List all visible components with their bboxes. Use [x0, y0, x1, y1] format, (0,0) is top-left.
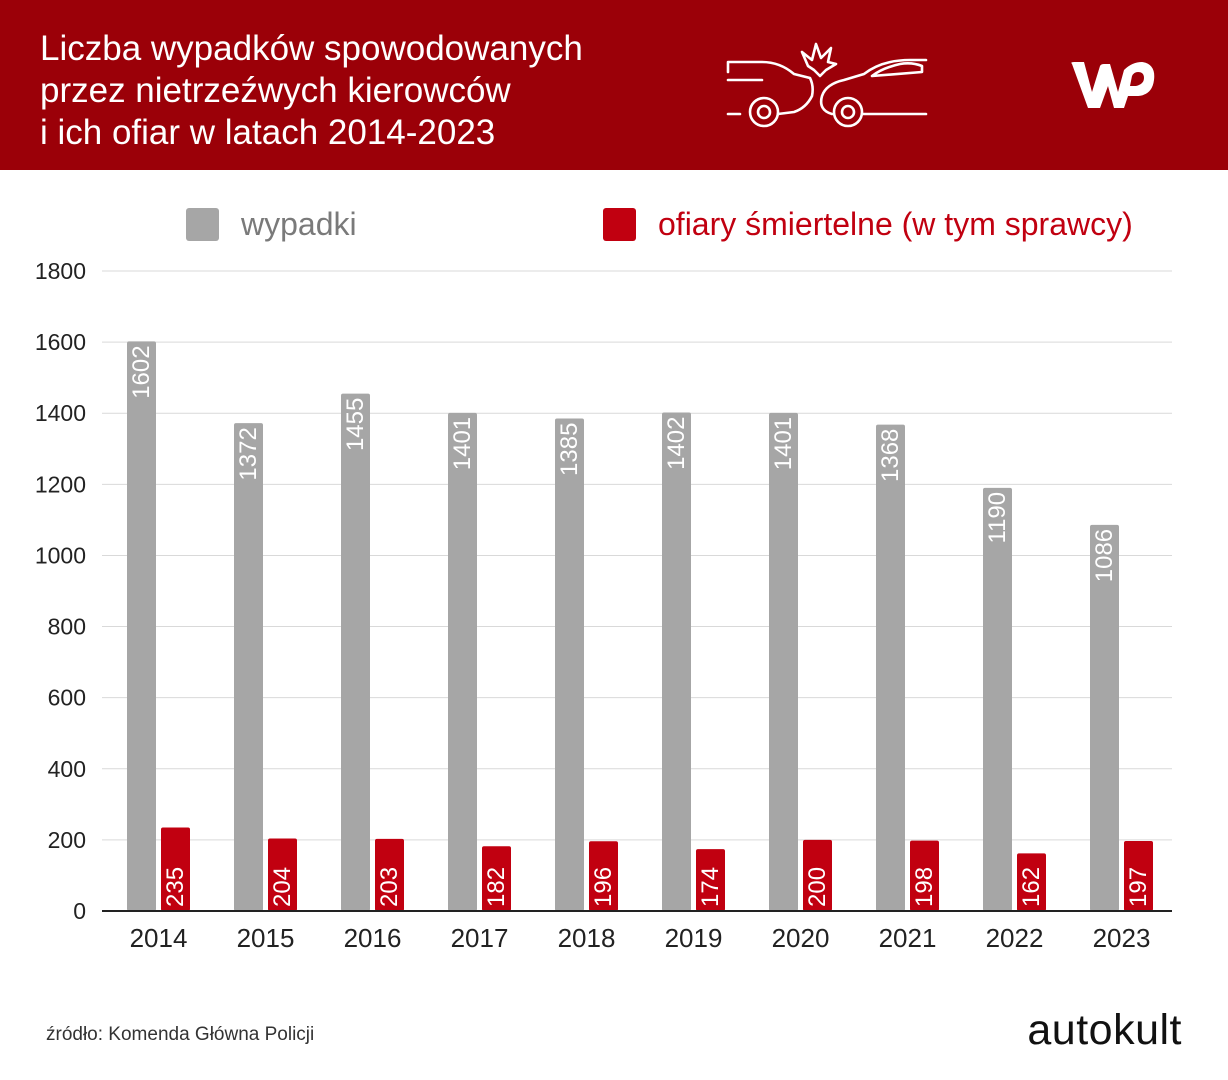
x-tick-label: 2015 — [237, 923, 295, 953]
legend-item-fatalities: ofiary śmiertelne (w tym sprawcy) — [603, 204, 1133, 244]
data-label-accidents: 1086 — [1091, 529, 1118, 582]
data-label-fatalities: 197 — [1125, 867, 1152, 907]
y-tick-label: 600 — [48, 685, 86, 711]
y-tick-label: 200 — [48, 827, 86, 853]
bar-fatalities — [482, 846, 511, 911]
x-tick-label: 2021 — [879, 923, 937, 953]
data-label-accidents: 1385 — [556, 423, 583, 476]
bar-accidents — [1090, 524, 1119, 911]
data-label-fatalities: 235 — [162, 867, 189, 907]
bar-fatalities — [161, 827, 190, 911]
legend-item-accidents: wypadki — [186, 204, 357, 244]
bar-fatalities — [803, 839, 832, 911]
bar-accidents — [662, 412, 691, 911]
bar-accidents — [234, 423, 263, 911]
wp-logo — [1071, 62, 1155, 108]
bar-fatalities — [910, 840, 939, 911]
x-tick-label: 2020 — [772, 923, 830, 953]
bar-fatalities — [1017, 853, 1046, 911]
legend-label-fatalities: ofiary śmiertelne (w tym sprawcy) — [658, 205, 1133, 242]
x-tick-label: 2019 — [665, 923, 723, 953]
data-label-fatalities: 162 — [1018, 867, 1045, 907]
bar-fatalities — [1124, 840, 1153, 911]
bar-fatalities — [375, 838, 404, 911]
chart-title-line-1: Liczba wypadków spowodowanych — [40, 29, 583, 68]
car-crash-icon — [726, 42, 928, 128]
source-note: źródło: Komenda Główna Policji — [46, 1024, 315, 1045]
data-label-fatalities: 200 — [804, 867, 831, 907]
x-tick-label: 2014 — [130, 923, 188, 953]
data-label-accidents: 1368 — [877, 429, 904, 482]
data-label-fatalities: 174 — [697, 867, 724, 907]
data-label-fatalities: 198 — [911, 867, 938, 907]
y-tick-label: 1000 — [35, 542, 86, 568]
y-tick-label: 800 — [48, 614, 86, 640]
legend-label-accidents: wypadki — [241, 205, 357, 242]
data-label-fatalities: 196 — [590, 867, 617, 907]
chart-title-line-2: przez nietrzeźwych kierowców — [40, 71, 511, 110]
data-label-accidents: 1190 — [984, 492, 1011, 544]
brand-logo-autokult: autokult — [1027, 1006, 1182, 1054]
data-label-accidents: 1402 — [663, 417, 690, 470]
y-tick-label: 1200 — [35, 471, 86, 497]
x-tick-label: 2016 — [344, 923, 402, 953]
bar-accidents — [876, 424, 905, 911]
data-label-accidents: 1401 — [770, 417, 797, 470]
bar-accidents — [983, 487, 1012, 911]
bar-accidents — [127, 341, 156, 911]
x-tick-label: 2018 — [558, 923, 616, 953]
legend-swatch-accidents — [186, 207, 219, 241]
bar-fatalities — [589, 841, 618, 911]
data-label-accidents: 1401 — [449, 417, 476, 470]
y-tick-label: 1800 — [35, 258, 86, 284]
y-tick-label: 400 — [48, 756, 86, 782]
bar-fatalities — [696, 849, 725, 911]
bar-accidents — [769, 412, 798, 911]
y-tick-label: 0 — [73, 898, 86, 924]
bar-fatalities — [268, 838, 297, 911]
x-tick-label: 2023 — [1093, 923, 1151, 953]
bar-accidents — [555, 418, 584, 911]
header-banner: Liczba wypadków spowodowanych przez niet… — [0, 0, 1228, 170]
y-tick-label: 1400 — [35, 400, 86, 426]
legend-swatch-fatalities — [603, 207, 636, 241]
chart-title-line-3: i ich ofiar w latach 2014-2023 — [40, 113, 496, 152]
data-label-accidents: 1455 — [342, 398, 369, 451]
data-label-fatalities: 204 — [269, 867, 296, 907]
y-tick-label: 1600 — [35, 329, 86, 355]
data-label-fatalities: 182 — [483, 867, 510, 907]
bar-chart: 0 200 400 600 800 1000 1200 1400 1600 1800 1602 235… — [35, 258, 1172, 953]
data-label-accidents: 1602 — [128, 345, 155, 398]
bar-accidents — [448, 412, 477, 911]
data-label-fatalities: 203 — [376, 867, 403, 907]
bar-accidents — [341, 393, 370, 911]
x-tick-label: 2017 — [451, 923, 509, 953]
data-label-accidents: 1372 — [235, 427, 262, 480]
x-tick-label: 2022 — [986, 923, 1044, 953]
chart-title: Liczba wypadków spowodowanych przez niet… — [40, 28, 700, 154]
